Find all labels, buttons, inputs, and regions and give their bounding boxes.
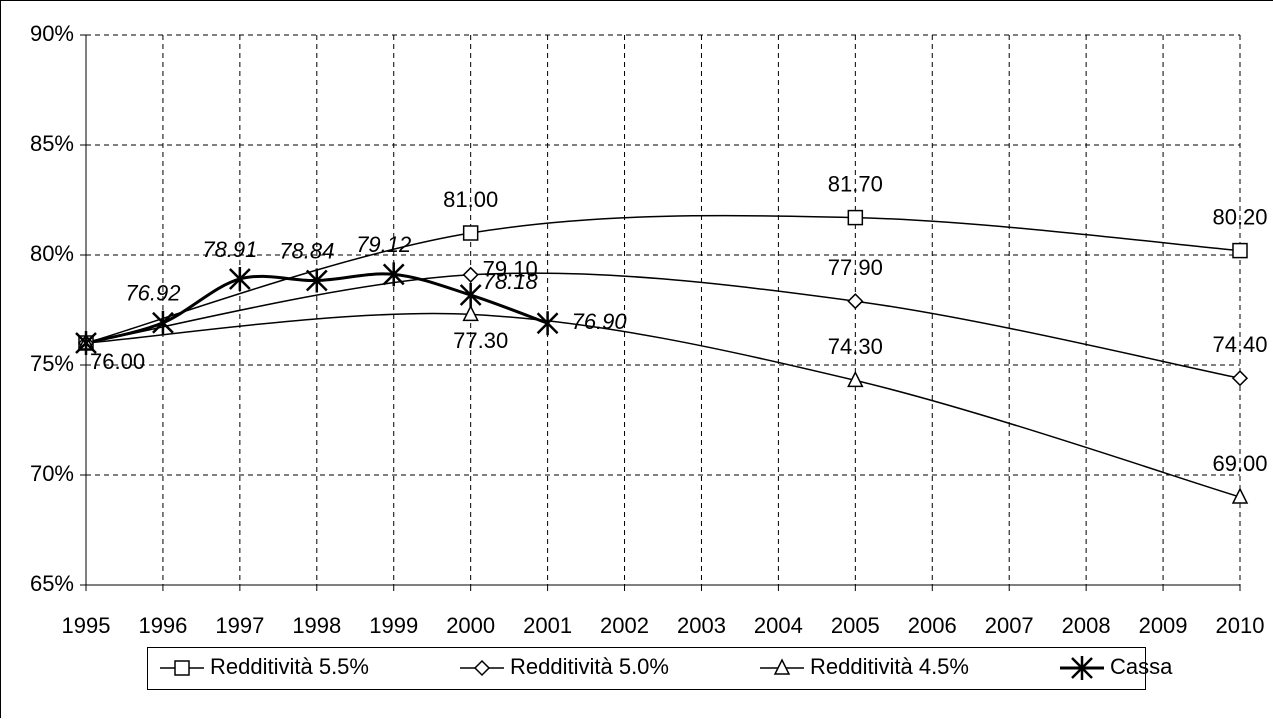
data-label: 79.12 (356, 232, 411, 257)
x-tick-label: 2007 (985, 613, 1034, 638)
x-tick-label: 1995 (62, 613, 111, 638)
x-tick-label: 2006 (908, 613, 957, 638)
legend-label: Redditività 4.5% (810, 654, 969, 679)
legend-label: Redditività 5.0% (510, 654, 669, 679)
data-label: 81.00 (443, 187, 498, 212)
x-tick-label: 1998 (292, 613, 341, 638)
y-tick-label: 85% (30, 131, 74, 156)
y-tick-label: 90% (30, 21, 74, 46)
marker (848, 211, 862, 225)
data-label: 76.92 (125, 281, 180, 306)
data-label: 78.91 (202, 237, 257, 262)
data-label: 80.20 (1212, 204, 1267, 229)
data-label: 74.40 (1212, 332, 1267, 357)
x-tick-label: 1996 (138, 613, 187, 638)
y-tick-label: 65% (30, 571, 74, 596)
marker (464, 226, 478, 240)
data-label: 78.84 (279, 238, 334, 263)
data-label: 78.18 (483, 269, 539, 294)
x-tick-label: 2009 (1139, 613, 1188, 638)
x-tick-label: 2008 (1062, 613, 1111, 638)
data-label: 74.30 (828, 334, 883, 359)
legend-label: Redditività 5.5% (210, 654, 369, 679)
x-tick-label: 2002 (600, 613, 649, 638)
data-label: 77.30 (453, 328, 508, 353)
marker-shape (464, 226, 478, 240)
marker (1233, 244, 1247, 258)
y-tick-label: 75% (30, 351, 74, 376)
data-label: 77.90 (828, 255, 883, 280)
x-tick-label: 2004 (754, 613, 803, 638)
data-label: 76.00 (90, 349, 145, 374)
x-tick-label: 2000 (446, 613, 495, 638)
marker (175, 661, 189, 675)
x-tick-label: 2010 (1216, 613, 1265, 638)
data-label: 81.70 (828, 171, 883, 196)
x-tick-label: 2001 (523, 613, 572, 638)
data-label: 76.90 (572, 309, 628, 334)
legend-label: Cassa (1110, 654, 1173, 679)
marker-shape (1233, 244, 1247, 258)
x-tick-label: 1997 (215, 613, 264, 638)
data-label: 69.00 (1212, 451, 1267, 476)
y-tick-label: 70% (30, 461, 74, 486)
x-tick-label: 1999 (369, 613, 418, 638)
y-tick-label: 80% (30, 241, 74, 266)
marker-shape (848, 211, 862, 225)
x-tick-label: 2005 (831, 613, 880, 638)
x-tick-label: 2003 (677, 613, 726, 638)
marker-shape (175, 661, 189, 675)
